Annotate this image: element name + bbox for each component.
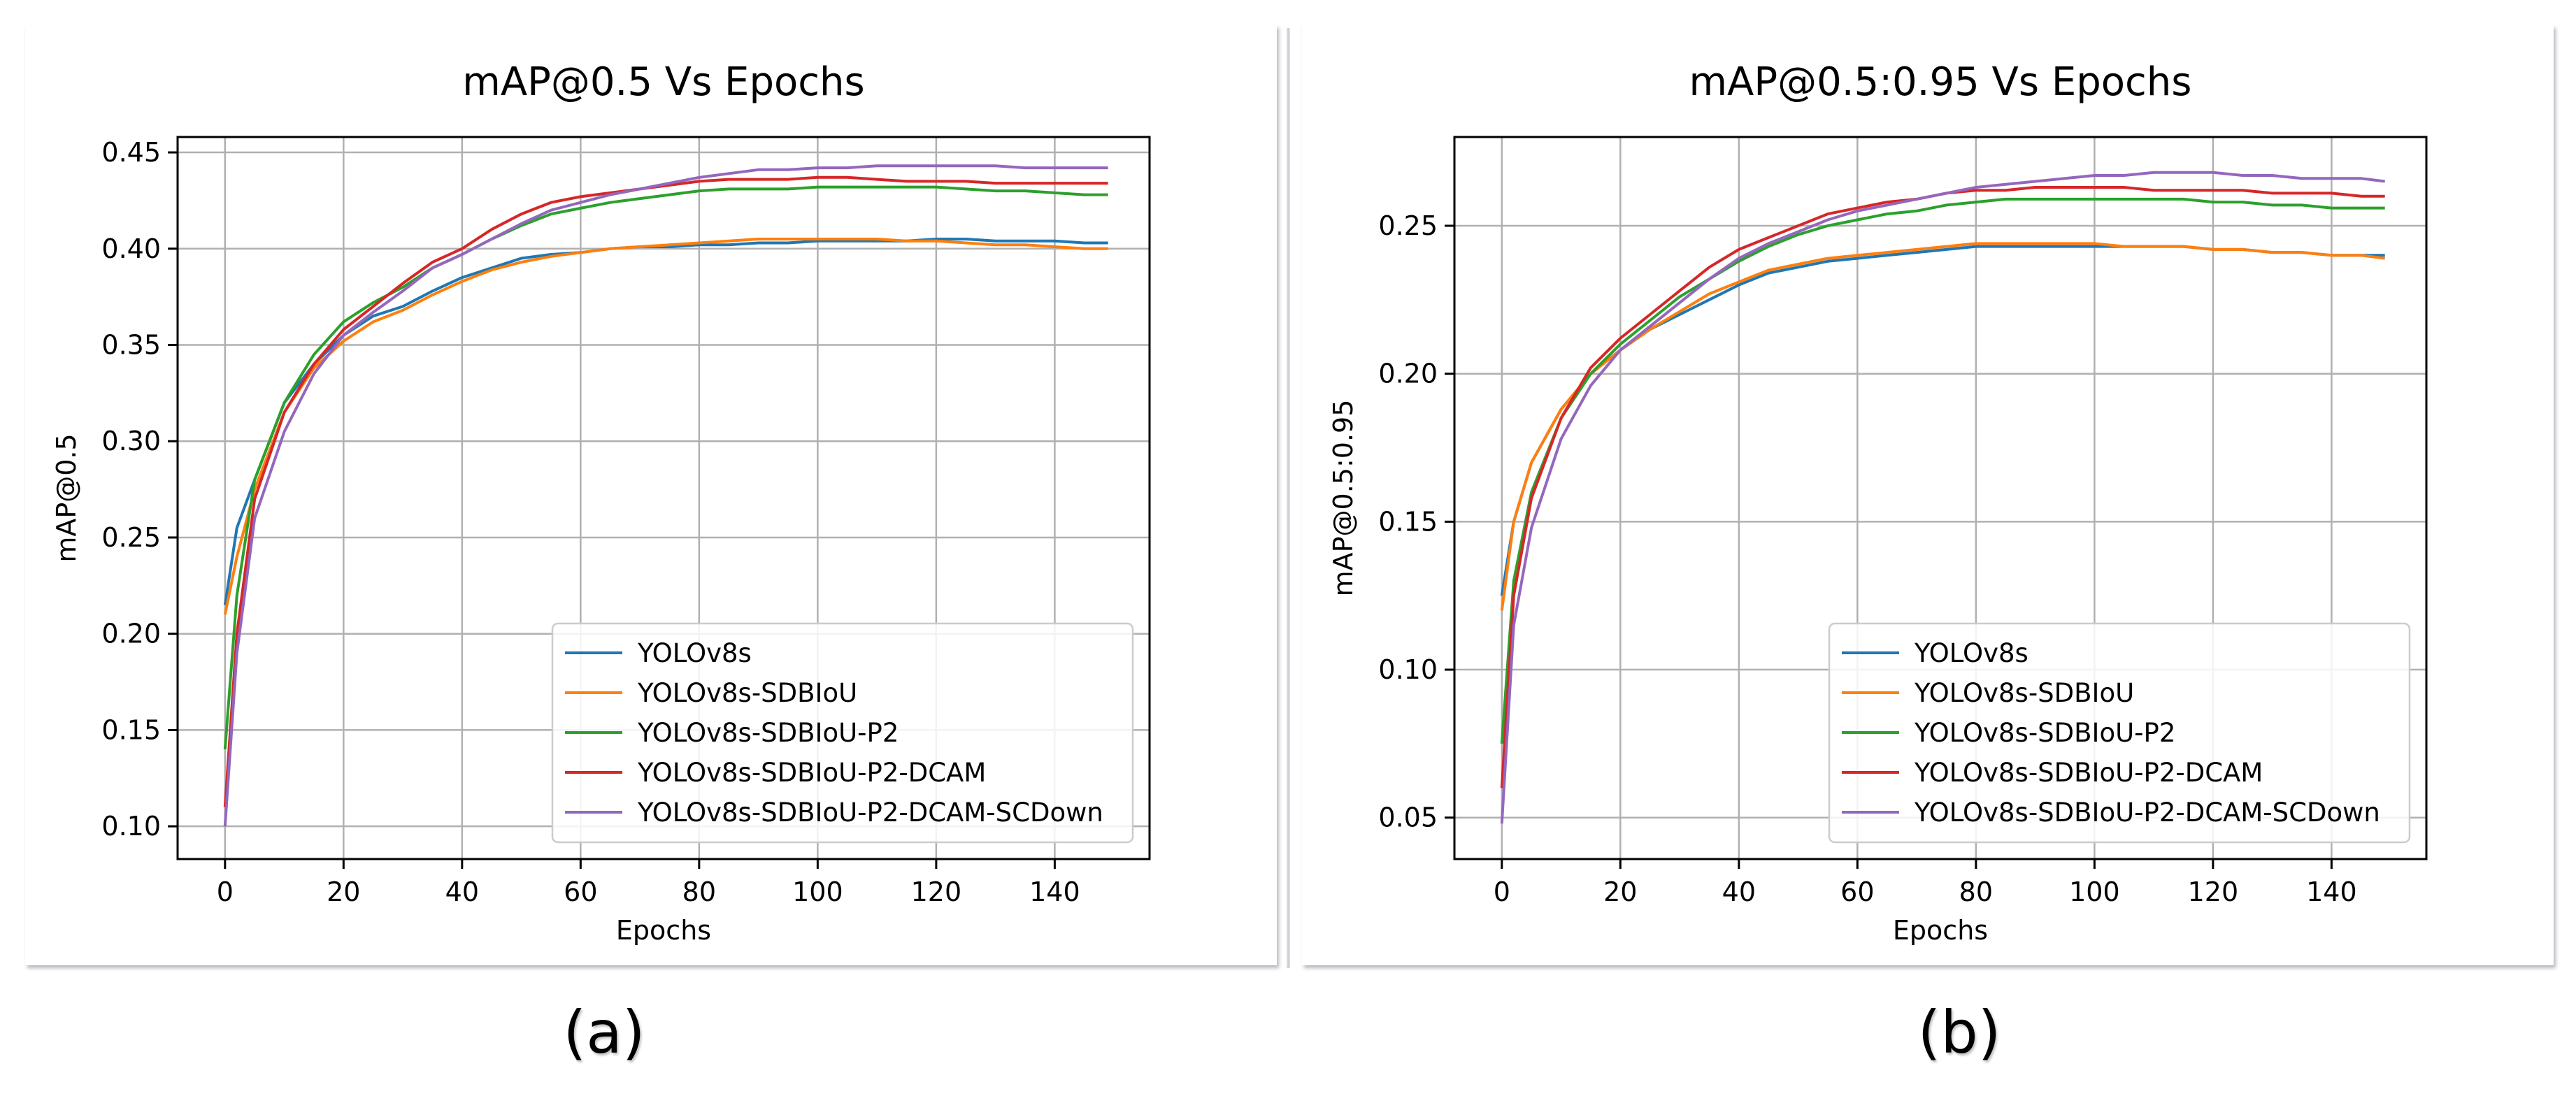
y-tick-label: 0.10 [101,811,161,842]
legend-entry-5: YOLOv8s-SDBIoU-P2-DCAM-SCDown [1914,798,2380,828]
x-tick-label: 0 [1494,877,1510,907]
y-tick-label: 0.25 [101,522,161,553]
y-tick-label: 0.35 [101,330,161,361]
x-tick-label: 100 [792,877,843,907]
legend-entry-4: YOLOv8s-SDBIoU-P2-DCAM [637,758,986,788]
legend-entry-5: YOLOv8s-SDBIoU-P2-DCAM-SCDown [637,798,1103,828]
y-axis-label: mAP@0.5:0.95 [1328,400,1359,597]
legend-entry-1: YOLOv8s [637,638,752,668]
x-tick-label: 0 [217,877,234,907]
y-tick-label: 0.20 [1378,359,1438,389]
x-tick-label: 80 [682,877,716,907]
x-tick-label: 60 [564,877,597,907]
legend: YOLOv8s YOLOv8s-SDBIoU YOLOv8s-SDBIoU-P2 YO… [1828,622,2411,844]
legend-box [1828,622,2411,844]
legend-entry-2: YOLOv8s-SDBIoU [1914,678,2134,708]
chart-title: mAP@0.5:0.95 Vs Epochs [1689,59,2192,105]
x-axis-label: Epochs [616,915,711,946]
x-tick-label: 60 [1840,877,1874,907]
y-tick-label: 0.10 [1378,654,1438,685]
x-tick-label: 140 [1029,877,1080,907]
plot-frame [176,136,1151,860]
legend-box [551,622,1134,844]
x-tick-label: 140 [2306,877,2357,907]
y-tick-label: 0.40 [101,233,161,264]
y-tick-label: 0.30 [101,426,161,456]
chart-panel-a: mAP@0.5 Vs Epochs 0 20 40 60 80 100 120 140 0.10 0… [25,25,1277,965]
x-tick-label: 40 [1722,877,1756,907]
caption-a: (a) [563,998,645,1067]
map50-95-chart: mAP@0.5:0.95 Vs Epochs 0 20 40 60 80 100 120 140… [1328,59,2428,946]
series-line-2 [1500,242,2385,611]
caption-b: (b) [1917,998,2001,1067]
x-axis-label: Epochs [1893,915,1988,946]
chart-title: mAP@0.5 Vs Epochs [462,59,864,105]
series-line-1 [1500,245,2385,596]
y-tick-label: 0.05 [1378,802,1438,833]
x-tick-label: 80 [1959,877,1993,907]
series-line-2 [223,238,1108,615]
series-line-5 [1500,171,2385,824]
y-tick-label: 0.45 [101,137,161,168]
series-line-3 [1500,197,2385,744]
x-tick-label: 20 [1603,877,1637,907]
legend-entry-4: YOLOv8s-SDBIoU-P2-DCAM [1914,758,2263,788]
legend-entry-3: YOLOv8s-SDBIoU-P2 [637,718,899,748]
x-tick-label: 120 [2188,877,2239,907]
legend-entry-2: YOLOv8s-SDBIoU [637,678,857,708]
x-tick-label: 100 [2069,877,2120,907]
y-tick-label: 0.20 [101,619,161,649]
legend-entry-3: YOLOv8s-SDBIoU-P2 [1914,718,2175,748]
series-line-1 [223,238,1108,605]
x-tick-label: 20 [327,877,360,907]
panel-divider [1287,28,1290,968]
map50-chart: mAP@0.5 Vs Epochs 0 20 40 60 80 100 120 140 0.10 0… [51,59,1151,946]
y-axis-label: mAP@0.5 [51,433,82,562]
series-line-3 [223,185,1108,750]
legend-entry-1: YOLOv8s [1914,638,2028,668]
y-tick-label: 0.25 [1378,210,1438,241]
y-tick-label: 0.15 [101,714,161,745]
plot-frame [1453,136,2428,860]
x-tick-label: 40 [445,877,479,907]
legend: YOLOv8s YOLOv8s-SDBIoU YOLOv8s-SDBIoU-P2 YO… [551,622,1134,844]
y-tick-label: 0.15 [1378,506,1438,537]
chart-panel-b: mAP@0.5:0.95 Vs Epochs 0 20 40 60 80 100 120 140… [1302,25,2554,965]
x-tick-label: 120 [911,877,962,907]
series-line-5 [223,164,1108,827]
